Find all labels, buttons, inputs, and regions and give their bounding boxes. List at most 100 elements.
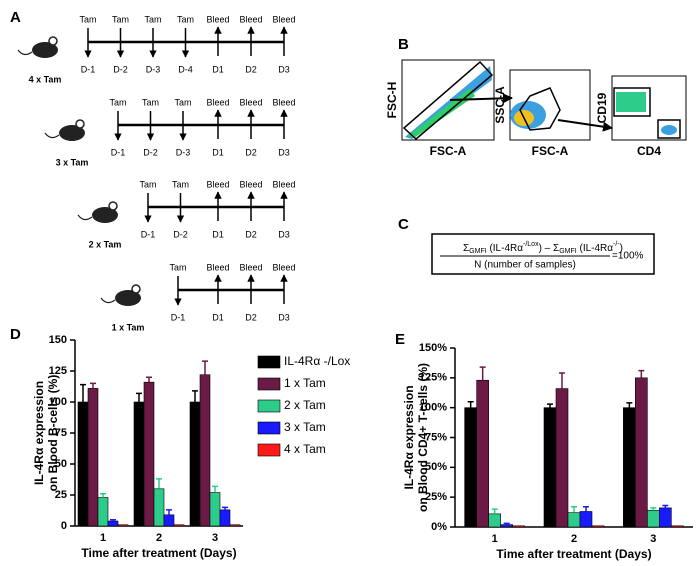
day-label: D-3 <box>176 147 191 157</box>
density <box>661 125 677 135</box>
formula-part: Σ <box>463 243 469 254</box>
y-tick-label: 150% <box>419 342 447 354</box>
y-tick-label: 125% <box>419 372 447 384</box>
error-bar <box>136 392 142 402</box>
day-label: D3 <box>278 229 290 239</box>
gate-arrow <box>449 93 513 104</box>
bar <box>555 388 569 528</box>
formula-part: GMFI <box>469 248 487 255</box>
y-tick-label: 0% <box>431 521 447 533</box>
mouse-icon <box>32 42 58 58</box>
y-tick-label: 75% <box>425 431 447 443</box>
flow-y-label: FSC-H <box>385 82 399 119</box>
legend-label: 3 x Tam <box>284 420 326 434</box>
bleed-label: Bleed <box>206 179 229 189</box>
bar <box>591 525 605 528</box>
day-label: D-1 <box>171 312 186 322</box>
x-tick-label: 2 <box>571 533 577 545</box>
error-bar <box>467 400 474 408</box>
gate <box>613 87 651 117</box>
bar <box>579 511 593 528</box>
formula-part: (IL-4Rα <box>487 243 524 254</box>
mouse-ear <box>108 201 118 211</box>
error-bar <box>192 390 198 402</box>
bleed-label: Bleed <box>239 14 262 24</box>
day-label: D-2 <box>143 147 158 157</box>
dose-label: Tam <box>139 179 156 189</box>
mouse-ear <box>48 36 58 46</box>
bleed-label: Bleed <box>239 97 262 107</box>
panel-label: C <box>398 216 409 233</box>
bar <box>476 379 489 528</box>
bar <box>173 524 185 527</box>
bar <box>199 374 211 527</box>
y-tick-label: 25 <box>55 489 67 501</box>
bleed-label: Bleed <box>206 14 229 24</box>
formula-box <box>431 233 655 275</box>
formula-part: ) – Σ <box>539 243 560 254</box>
panel-label: E <box>395 331 405 348</box>
dose-label: Tam <box>109 97 126 107</box>
legend-swatch <box>257 355 281 369</box>
bar <box>229 524 241 527</box>
bar <box>117 524 129 527</box>
mouse-tail <box>100 297 116 304</box>
dose-label: Tam <box>79 14 96 24</box>
error-bar <box>547 403 553 408</box>
dose-label: Tam <box>174 97 191 107</box>
formula-part: -/Lox <box>523 241 539 248</box>
error-bar <box>626 402 633 408</box>
bar <box>77 401 89 527</box>
y-tick-label: 100 <box>49 396 67 408</box>
x-tick-label: 1 <box>100 532 106 544</box>
bleed-label: Bleed <box>239 262 262 272</box>
bleed-label: Bleed <box>272 262 295 272</box>
mouse-icon <box>92 207 118 223</box>
bar <box>153 488 165 527</box>
density <box>405 66 492 139</box>
dose-label: Tam <box>112 14 129 24</box>
error-bar <box>80 383 86 402</box>
legend-swatch <box>257 377 281 391</box>
error-bar <box>571 505 577 513</box>
mouse-ear <box>75 119 85 129</box>
error-bar <box>146 376 152 383</box>
gate-arrow <box>557 119 613 132</box>
y-tick-label: 125 <box>49 365 67 377</box>
legend-swatch <box>257 443 281 457</box>
y-tick-label: 150 <box>49 334 67 346</box>
y-tick-label: 100% <box>419 402 447 414</box>
day-label: D2 <box>245 229 257 239</box>
dose-group-label: 2 x Tam <box>89 239 122 249</box>
bleed-label: Bleed <box>272 97 295 107</box>
day-label: D-1 <box>81 64 96 74</box>
error-bar <box>491 508 498 514</box>
error-bar <box>166 509 172 515</box>
y-axis-label: on Blood B-cells (%) <box>46 375 60 492</box>
x-tick-label: 3 <box>212 532 218 544</box>
y-axis-label: IL-4Rα expression <box>402 385 416 489</box>
gate <box>519 87 561 131</box>
day-label: D3 <box>278 64 290 74</box>
bleed-label: Bleed <box>272 14 295 24</box>
mouse-icon <box>115 290 141 306</box>
bar <box>219 509 231 527</box>
bar <box>512 525 525 528</box>
flow-x-label: FSC-A <box>430 144 467 158</box>
error-bar <box>559 372 565 389</box>
bleed-label: Bleed <box>206 97 229 107</box>
dose-label: Tam <box>142 97 159 107</box>
bleed-label: Bleed <box>206 262 229 272</box>
error-bar <box>503 522 510 525</box>
mouse-ear <box>131 284 141 294</box>
error-bar <box>583 505 589 512</box>
bar <box>635 377 648 528</box>
bar <box>163 514 175 527</box>
error-bar <box>222 506 228 510</box>
dose-group-label: 1 x Tam <box>112 322 145 332</box>
error-bar <box>479 366 486 381</box>
flow-x-label: CD4 <box>637 144 661 158</box>
x-tick-label: 2 <box>156 532 162 544</box>
flow-y-label: SSC-A <box>493 86 507 124</box>
